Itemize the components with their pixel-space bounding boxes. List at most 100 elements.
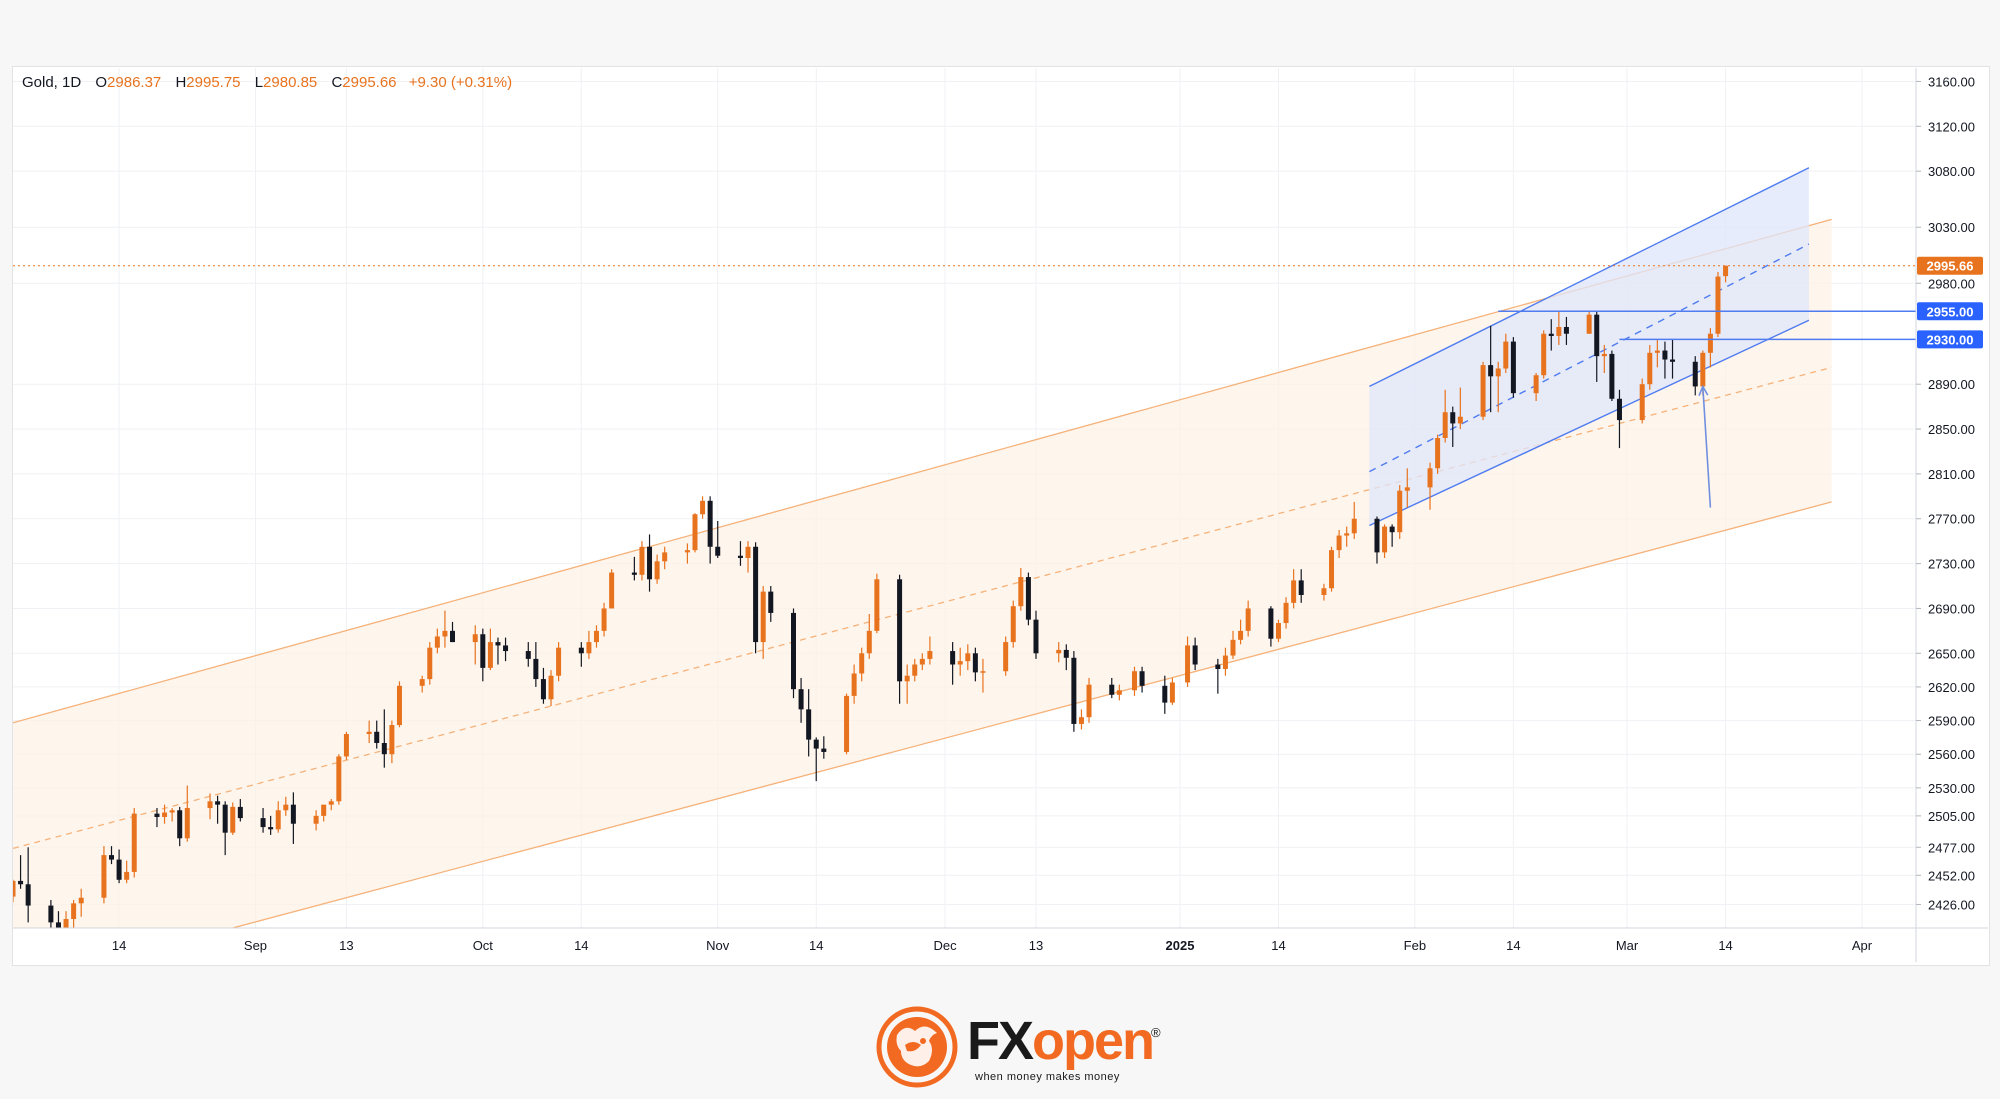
candle-body [1275, 623, 1281, 639]
candle-body [609, 572, 615, 609]
candle [1374, 516, 1380, 564]
candle [290, 792, 296, 844]
price-tick-label: 3030.00 [1928, 220, 1975, 235]
candle [230, 802, 236, 835]
open-value: 2986.37 [107, 74, 162, 91]
candle-body [1495, 368, 1501, 377]
candle [874, 573, 880, 634]
candle [109, 846, 115, 865]
candle-body [1556, 327, 1562, 336]
candle-body [1291, 580, 1297, 603]
candle-body [275, 810, 281, 830]
candle [389, 720, 395, 764]
candle [374, 720, 380, 749]
candle-body [328, 801, 334, 805]
candle-body [1245, 608, 1251, 631]
candle-body [63, 919, 69, 928]
candle-body [1351, 518, 1357, 534]
candle-body [647, 546, 653, 580]
candle-body [78, 897, 84, 904]
time-tick-label: Oct [473, 938, 494, 953]
candle [859, 647, 865, 682]
candle-body [525, 651, 531, 659]
candle [548, 670, 554, 706]
candle-body [1056, 649, 1062, 654]
candle [965, 644, 971, 671]
candle-body [715, 546, 721, 556]
ohlc-legend: Gold, 1D O2986.37 H2995.75 L2980.85 C299… [22, 74, 512, 91]
candle [1397, 485, 1403, 539]
candle-body [1457, 416, 1463, 424]
candle-body [207, 801, 213, 809]
candle [1450, 406, 1456, 447]
candle [1548, 319, 1554, 351]
candle [283, 796, 289, 816]
time-tick-label: Dec [933, 938, 957, 953]
time-tick-label: 14 [809, 938, 823, 953]
candle-body [1268, 608, 1274, 639]
candle [601, 602, 607, 637]
candle-body [260, 818, 266, 828]
candle-body [495, 642, 501, 646]
candle-body [1389, 526, 1395, 533]
chart-svg[interactable]: 3160.00 3120.00 3080.00 3030.00 2980.00 2890.… [0, 0, 2000, 1000]
registered-mark: ® [1151, 1025, 1161, 1040]
candle-body [1541, 333, 1547, 376]
candle-body [1450, 412, 1456, 424]
candle [215, 795, 221, 824]
candle-body [1616, 398, 1622, 421]
candle-body [290, 804, 296, 824]
candle-body [1594, 314, 1600, 357]
candle-body [1397, 490, 1403, 533]
candle-body [745, 546, 751, 558]
candle-body [897, 579, 903, 682]
candle-body [1063, 649, 1069, 658]
candle-body [237, 806, 243, 819]
candle [328, 799, 334, 811]
candle [207, 793, 213, 820]
price-tick-label: 3160.00 [1928, 74, 1975, 89]
candle [366, 720, 372, 743]
candle [1692, 356, 1698, 396]
candle-body [1321, 588, 1327, 595]
candle-body [1427, 468, 1433, 488]
candle-body [389, 725, 395, 755]
candle [715, 520, 721, 558]
candle [1616, 389, 1622, 449]
price-tick-label: 2770.00 [1928, 512, 1975, 527]
candle-body [1336, 535, 1342, 551]
candle [798, 677, 804, 723]
candle [586, 630, 592, 659]
low-value: 2980.85 [263, 74, 318, 91]
candle [1601, 344, 1607, 373]
blue-channel-upper [1369, 167, 1810, 388]
candle-body [487, 642, 493, 668]
price-tick-label: 2690.00 [1928, 601, 1975, 616]
candle-body [1586, 314, 1592, 334]
orange-channel-upper [13, 218, 1832, 724]
candle [275, 801, 281, 833]
candle [131, 808, 137, 878]
candle [396, 681, 402, 728]
change-value: +9.30 (+0.31%) [408, 74, 513, 91]
candle-body [450, 630, 456, 643]
candle-body [169, 810, 175, 813]
price-tick-label: 2980.00 [1928, 276, 1975, 291]
candle-body [760, 591, 766, 643]
candles [13, 265, 1729, 928]
annotation-arrow-shaft [1702, 386, 1712, 508]
candle [1162, 675, 1168, 714]
price-tick-label: 2530.00 [1928, 781, 1975, 796]
orange-channel-lower [232, 501, 1832, 928]
candle [1131, 666, 1137, 696]
candle-body [798, 689, 804, 710]
candle-body [919, 658, 925, 665]
candle [1139, 666, 1145, 693]
candle-body [957, 661, 963, 665]
time-tick-label: Feb [1404, 938, 1426, 953]
candle [1329, 546, 1335, 592]
candle-body [1131, 671, 1137, 691]
time-axis: 14 Sep 13 Oct 14 Nov 14 Dec 13 2025 14 Feb 14 Mar 14 Ap… [112, 938, 1873, 953]
candle [593, 625, 599, 648]
candle [25, 847, 31, 923]
